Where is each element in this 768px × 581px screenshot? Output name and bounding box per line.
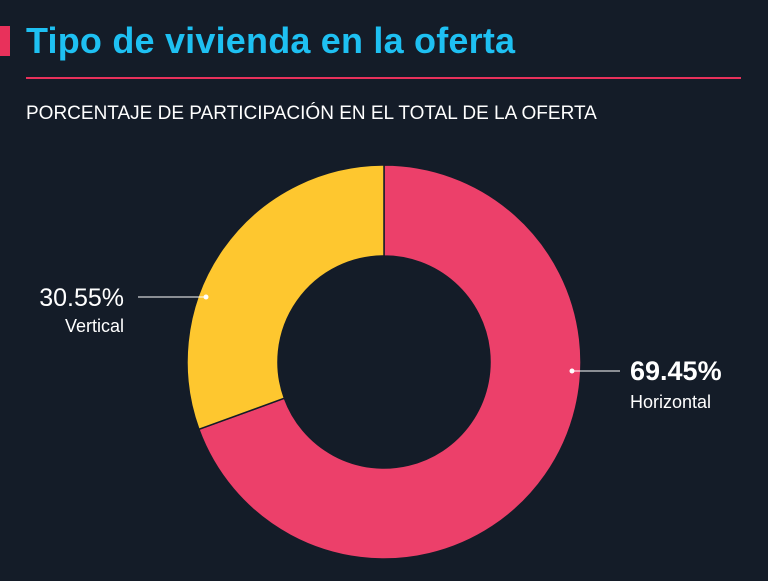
page-title: Tipo de vivienda en la oferta <box>26 20 516 61</box>
leader-dot-vertical <box>203 294 209 300</box>
chart-subtitle: PORCENTAJE DE PARTICIPACIÓN EN EL TOTAL … <box>26 103 597 124</box>
data-label-vertical-category: Vertical <box>64 316 124 336</box>
leader-dot-horizontal <box>569 368 575 374</box>
data-label-horizontal-category: Horizontal <box>630 392 712 412</box>
data-label-horizontal-value: 69.45% <box>630 356 722 386</box>
title-divider <box>26 77 741 79</box>
data-label-vertical-value: 30.55% <box>39 284 124 312</box>
accent-bar <box>0 26 10 56</box>
slice-horizontal <box>197 164 582 560</box>
slice-vertical <box>186 164 385 431</box>
